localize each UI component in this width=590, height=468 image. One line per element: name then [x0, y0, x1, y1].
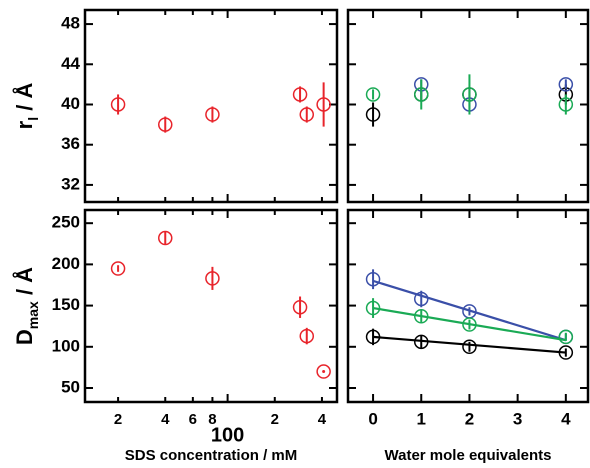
- x-axis-label: SDS concentration / mM: [125, 447, 298, 464]
- marker: [299, 328, 315, 344]
- x-tick-label: 8: [208, 411, 216, 428]
- marker: [110, 97, 126, 112]
- y-label-rest: / Å: [11, 267, 37, 301]
- plot-frame: [83, 8, 339, 204]
- marker: [158, 230, 173, 246]
- y-label-main: D: [12, 329, 37, 345]
- x-tick-label: 2: [271, 411, 279, 428]
- marker: [462, 87, 477, 102]
- x-axis-label: Water mole equivalents: [385, 447, 552, 464]
- marker: [316, 364, 331, 379]
- y-tick-label: 250: [52, 213, 80, 232]
- marker: [365, 107, 381, 122]
- marker: [365, 300, 381, 316]
- y-tick-label: 44: [61, 54, 80, 73]
- marker: [414, 87, 429, 102]
- marker: [558, 97, 574, 112]
- marker: [158, 117, 173, 132]
- marker: [205, 107, 220, 122]
- y-label-sub: max: [25, 301, 41, 329]
- y-tick-label: 48: [61, 14, 80, 33]
- marker-dot: [322, 370, 326, 374]
- marker: [414, 334, 429, 350]
- x-tick-label: 2: [114, 411, 122, 428]
- marker: [365, 329, 381, 345]
- marker: [462, 317, 477, 332]
- x-tick-label: 4: [318, 411, 327, 428]
- marker: [110, 261, 126, 276]
- marker: [205, 271, 220, 286]
- x-tick-label: 4: [161, 411, 170, 428]
- y-tick-label: 150: [52, 295, 80, 314]
- marker: [365, 271, 381, 287]
- y-label-main: r: [12, 120, 37, 129]
- plot-frame: [346, 8, 590, 204]
- y-axis-label: rl / Å: [11, 83, 41, 130]
- marker: [292, 299, 308, 315]
- x-tick-label: 3: [513, 409, 522, 428]
- marker: [299, 107, 315, 122]
- x-tick-label: 1: [417, 409, 426, 428]
- x-tick-label: 2: [465, 409, 474, 428]
- y-tick-label: 100: [52, 336, 80, 355]
- marker: [414, 309, 429, 324]
- marker: [365, 87, 381, 102]
- y-tick-label: 50: [61, 377, 80, 396]
- marker: [414, 291, 429, 307]
- y-tick-label: 200: [52, 254, 80, 273]
- marker: [558, 345, 574, 360]
- x-tick-label: 6: [189, 411, 197, 428]
- y-label-sub: l: [25, 117, 41, 121]
- y-axis-label: Dmax / Å: [11, 267, 41, 345]
- x-tick-label: 0: [368, 409, 377, 428]
- y-tick-label: 36: [61, 134, 80, 153]
- marker: [462, 339, 477, 355]
- marker: [558, 329, 574, 345]
- x-tick-label: 4: [561, 409, 571, 428]
- marker: [316, 97, 331, 112]
- marker: [292, 87, 308, 102]
- y-tick-label: 32: [61, 174, 80, 193]
- plot-frame: [346, 208, 590, 404]
- y-label-rest: / Å: [11, 83, 37, 117]
- y-tick-label: 40: [61, 94, 80, 113]
- x-tick-label: 100: [211, 424, 244, 446]
- marker: [558, 77, 574, 92]
